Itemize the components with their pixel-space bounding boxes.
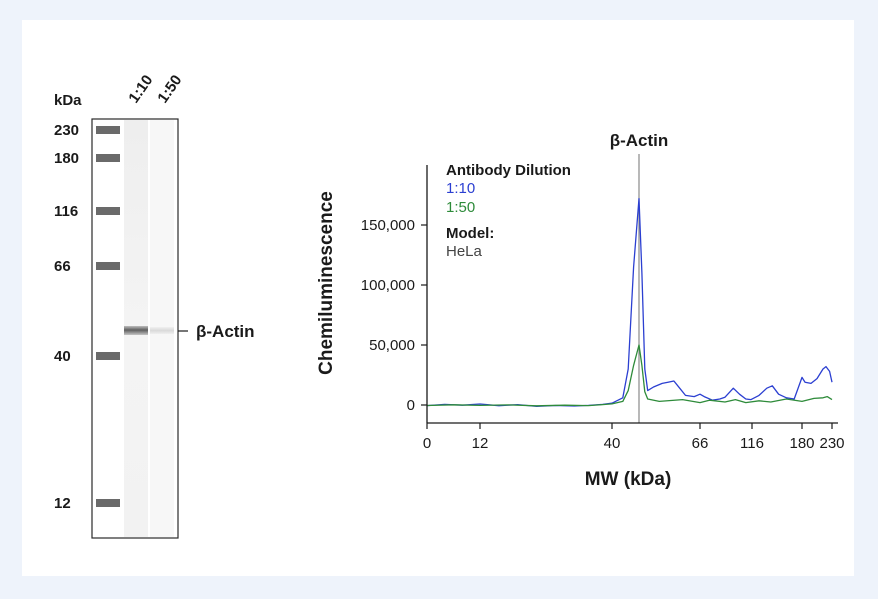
y-axis-title: Chemiluminescence — [316, 191, 337, 375]
ladder-label: 12 — [54, 495, 71, 512]
x-tick-label: 230 — [819, 435, 844, 452]
x-tick-label: 40 — [604, 435, 621, 452]
y-tick-label: 50,000 — [369, 337, 415, 354]
ladder-band — [96, 352, 120, 360]
band-label: β-Actin — [196, 322, 255, 341]
band-1-50 — [150, 327, 174, 334]
ladder-label: 40 — [54, 348, 71, 365]
ladder-band — [96, 207, 120, 215]
lane-label-1-10: 1:10 — [125, 72, 156, 106]
ladder-label: 66 — [54, 258, 71, 275]
trace-lines — [426, 197, 833, 408]
legend-model-value: HeLa — [446, 243, 483, 260]
y-tick-label: 100,000 — [361, 277, 415, 294]
blot-panel: kDa 1:10 1:50 230 180 116 66 40 12 β-Actin — [54, 72, 255, 539]
legend-item-1-50: 1:50 — [446, 199, 475, 216]
x-axis-title: MW (kDa) — [585, 469, 672, 490]
trace-panel: β-Actin 0 50,000 100,000 150,000 0 12 40 66 116… — [316, 131, 845, 490]
legend-title: Antibody Dilution — [446, 162, 571, 179]
ladder-band — [96, 499, 120, 507]
y-tick-label: 0 — [407, 397, 415, 414]
band-1-10 — [124, 326, 148, 335]
ladder-label: 180 — [54, 150, 79, 167]
ladder-band — [96, 126, 120, 134]
ladder-label: 116 — [54, 203, 78, 220]
trace-1-50 — [426, 344, 833, 407]
x-tick-label: 66 — [692, 435, 709, 452]
ladder-lane: 230 180 116 66 40 12 — [54, 122, 120, 512]
ladder-label: 230 — [54, 122, 79, 139]
y-ticks: 0 50,000 100,000 150,000 — [361, 217, 427, 414]
blot-unit-label: kDa — [54, 92, 82, 109]
x-tick-label: 0 — [423, 435, 431, 452]
y-tick-label: 150,000 — [361, 217, 415, 234]
lane-label-1-50: 1:50 — [154, 72, 185, 106]
x-tick-label: 180 — [789, 435, 814, 452]
legend-item-1-10: 1:10 — [446, 180, 475, 197]
legend-model-title: Model: — [446, 225, 494, 242]
peak-label: β-Actin — [610, 131, 669, 150]
ladder-band — [96, 154, 120, 162]
ladder-band — [96, 262, 120, 270]
legend: Antibody Dilution 1:10 1:50 Model: HeLa — [446, 162, 571, 260]
x-tick-label: 12 — [472, 435, 489, 452]
x-tick-label: 116 — [740, 435, 764, 452]
x-ticks: 0 12 40 66 116 180 230 — [423, 423, 845, 452]
